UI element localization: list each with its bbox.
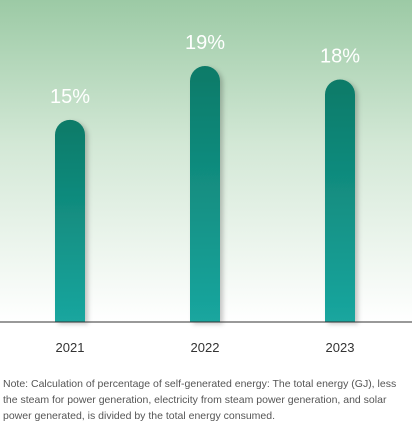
bar-2023 (325, 79, 355, 322)
data-label-2021: 15% (50, 86, 90, 108)
data-label-2022: 19% (185, 32, 225, 54)
bar-2021 (55, 119, 86, 322)
x-tick-label-2021: 2021 (56, 340, 85, 355)
x-tick-label-2023: 2023 (326, 340, 355, 355)
chart-note: Note: Calculation of percentage of self-… (3, 378, 397, 422)
x-tick-label-2022: 2022 (191, 340, 220, 355)
bar-2022 (190, 66, 220, 322)
bar-chart: 15% 19% 18% 2021 2022 2023 (0, 32, 412, 355)
data-label-2023: 18% (320, 45, 360, 67)
